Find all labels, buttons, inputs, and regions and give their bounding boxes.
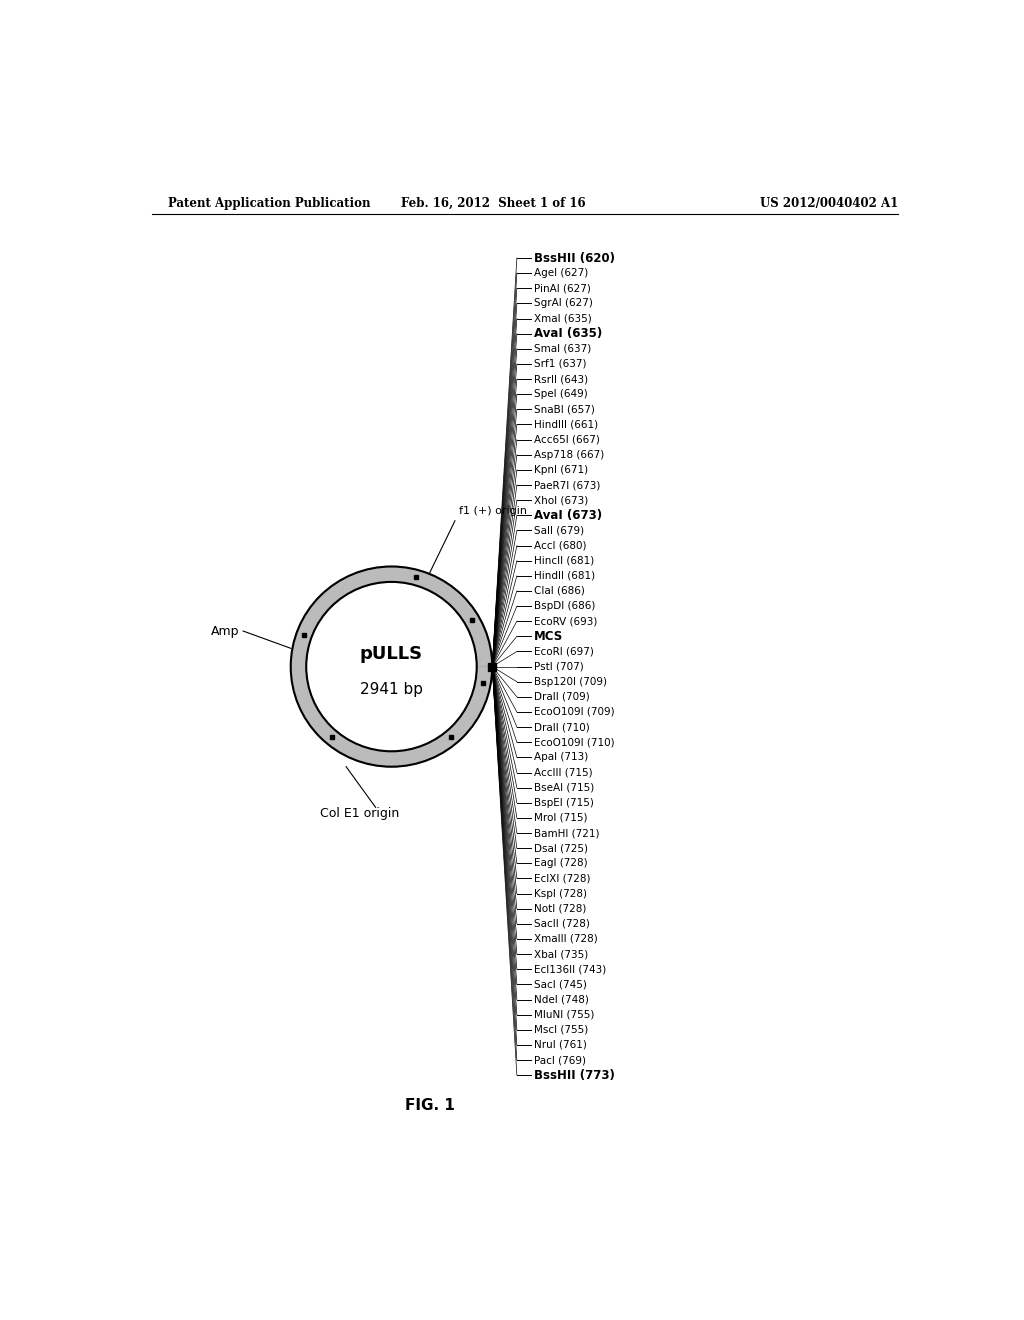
Text: EagI (728): EagI (728) <box>535 858 588 869</box>
Text: SgrAI (627): SgrAI (627) <box>535 298 593 309</box>
Text: EcoO109I (709): EcoO109I (709) <box>535 708 615 717</box>
Text: SmaI (637): SmaI (637) <box>535 343 592 354</box>
Text: ClaI (686): ClaI (686) <box>535 586 585 595</box>
Text: HincII (681): HincII (681) <box>535 556 595 566</box>
Text: SpeI (649): SpeI (649) <box>535 389 588 399</box>
Text: SalI (679): SalI (679) <box>535 525 585 536</box>
Text: MscI (755): MscI (755) <box>535 1024 589 1035</box>
Text: Asp718 (667): Asp718 (667) <box>535 450 604 459</box>
Text: FIG. 1: FIG. 1 <box>404 1098 455 1113</box>
Text: HindII (681): HindII (681) <box>535 570 595 581</box>
Text: AvaI (635): AvaI (635) <box>535 327 602 341</box>
Text: Amp: Amp <box>211 624 240 638</box>
Text: PaeR7I (673): PaeR7I (673) <box>535 480 601 490</box>
Text: XhoI (673): XhoI (673) <box>535 495 589 506</box>
Text: Feb. 16, 2012  Sheet 1 of 16: Feb. 16, 2012 Sheet 1 of 16 <box>400 197 586 210</box>
Text: KspI (728): KspI (728) <box>535 888 588 899</box>
Text: AccIII (715): AccIII (715) <box>535 767 593 777</box>
Text: BspEI (715): BspEI (715) <box>535 797 594 808</box>
Text: ApaI (713): ApaI (713) <box>535 752 589 763</box>
Text: NdeI (748): NdeI (748) <box>535 994 589 1005</box>
Text: PinAI (627): PinAI (627) <box>535 284 591 293</box>
Text: DraII (710): DraII (710) <box>535 722 590 733</box>
Text: BssHII (620): BssHII (620) <box>535 252 615 264</box>
Text: SnaBI (657): SnaBI (657) <box>535 404 595 414</box>
Text: MCS: MCS <box>535 630 563 643</box>
Text: DsaI (725): DsaI (725) <box>535 843 589 853</box>
Text: BseAI (715): BseAI (715) <box>535 783 595 793</box>
Text: 2941 bp: 2941 bp <box>360 682 423 697</box>
Text: BssHII (773): BssHII (773) <box>535 1069 615 1081</box>
Text: Bsp120I (709): Bsp120I (709) <box>535 677 607 686</box>
Text: Patent Application Publication: Patent Application Publication <box>168 197 371 210</box>
Text: AgeI (627): AgeI (627) <box>535 268 589 279</box>
Text: AvaI (673): AvaI (673) <box>535 508 602 521</box>
Text: KpnI (671): KpnI (671) <box>535 465 589 475</box>
Text: BamHI (721): BamHI (721) <box>535 828 600 838</box>
Text: SacI (745): SacI (745) <box>535 979 587 990</box>
Text: XbaI (735): XbaI (735) <box>535 949 589 960</box>
Text: EcoO109I (710): EcoO109I (710) <box>535 738 615 747</box>
Polygon shape <box>291 566 493 767</box>
Text: BspDI (686): BspDI (686) <box>535 601 596 611</box>
Text: EcoRV (693): EcoRV (693) <box>535 616 598 626</box>
Text: Col E1 origin: Col E1 origin <box>321 808 399 820</box>
Text: f1 (+) origin: f1 (+) origin <box>459 506 527 516</box>
Text: HindIII (661): HindIII (661) <box>535 420 598 429</box>
Text: MroI (715): MroI (715) <box>535 813 588 822</box>
Text: XmaIII (728): XmaIII (728) <box>535 935 598 944</box>
Text: AccI (680): AccI (680) <box>535 540 587 550</box>
Text: EcoRI (697): EcoRI (697) <box>535 647 594 656</box>
Text: RsrII (643): RsrII (643) <box>535 374 589 384</box>
Text: PstI (707): PstI (707) <box>535 661 584 672</box>
Text: US 2012/0040402 A1: US 2012/0040402 A1 <box>760 197 898 210</box>
Text: PacI (769): PacI (769) <box>535 1055 587 1065</box>
Text: NotI (728): NotI (728) <box>535 904 587 913</box>
Text: Acc65I (667): Acc65I (667) <box>535 434 600 445</box>
Text: Srf1 (637): Srf1 (637) <box>535 359 587 368</box>
Text: NruI (761): NruI (761) <box>535 1040 587 1049</box>
Text: pULLS: pULLS <box>359 645 423 664</box>
Text: DraII (709): DraII (709) <box>535 692 590 702</box>
Text: XmaI (635): XmaI (635) <box>535 314 592 323</box>
Text: SacII (728): SacII (728) <box>535 919 590 929</box>
Text: EclXI (728): EclXI (728) <box>535 874 591 883</box>
Text: MluNI (755): MluNI (755) <box>535 1010 595 1019</box>
Text: EcI136II (743): EcI136II (743) <box>535 965 606 974</box>
